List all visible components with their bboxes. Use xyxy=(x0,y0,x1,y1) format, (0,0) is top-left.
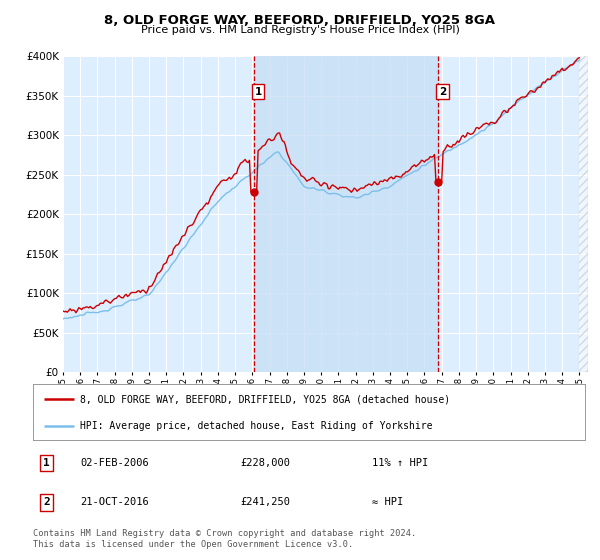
Text: 1: 1 xyxy=(254,87,262,96)
Bar xyxy=(254,56,438,372)
Text: 1: 1 xyxy=(43,458,50,468)
Text: Contains HM Land Registry data © Crown copyright and database right 2024.
This d: Contains HM Land Registry data © Crown c… xyxy=(33,529,416,549)
Text: 2: 2 xyxy=(439,87,446,96)
Text: ≈ HPI: ≈ HPI xyxy=(373,497,404,507)
Text: 02-FEB-2006: 02-FEB-2006 xyxy=(80,458,149,468)
Text: 8, OLD FORGE WAY, BEEFORD, DRIFFIELD, YO25 8GA (detached house): 8, OLD FORGE WAY, BEEFORD, DRIFFIELD, YO… xyxy=(80,394,450,404)
Text: £228,000: £228,000 xyxy=(240,458,290,468)
Text: 8, OLD FORGE WAY, BEEFORD, DRIFFIELD, YO25 8GA: 8, OLD FORGE WAY, BEEFORD, DRIFFIELD, YO… xyxy=(104,14,496,27)
Text: 21-OCT-2016: 21-OCT-2016 xyxy=(80,497,149,507)
Text: £241,250: £241,250 xyxy=(240,497,290,507)
Text: Price paid vs. HM Land Registry's House Price Index (HPI): Price paid vs. HM Land Registry's House … xyxy=(140,25,460,35)
Text: 11% ↑ HPI: 11% ↑ HPI xyxy=(373,458,429,468)
Bar xyxy=(438,56,588,372)
Text: 2: 2 xyxy=(43,497,50,507)
Text: HPI: Average price, detached house, East Riding of Yorkshire: HPI: Average price, detached house, East… xyxy=(80,421,433,431)
